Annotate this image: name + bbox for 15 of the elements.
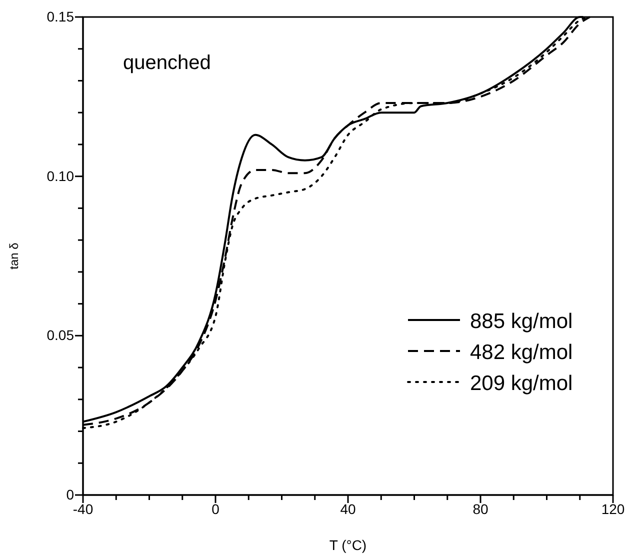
- legend-label: 482 kg/mol: [470, 341, 573, 364]
- x-tick-label: 0: [212, 500, 220, 517]
- y-tick-label: 0: [66, 486, 74, 502]
- x-axis-title: T (°C): [329, 537, 367, 553]
- legend-label: 885 kg/mol: [470, 310, 573, 333]
- y-axis-title: tan δ: [7, 242, 21, 270]
- legend-label: 209 kg/mol: [470, 372, 573, 395]
- y-tick-label: 0.10: [46, 168, 74, 184]
- x-tick-label: 120: [601, 500, 625, 517]
- annotation: quenched: [123, 52, 211, 74]
- x-tick-label: -40: [72, 500, 94, 517]
- x-tick-label: 40: [340, 500, 356, 517]
- x-tick-label: 80: [472, 500, 488, 517]
- y-tick-label: 0.05: [46, 327, 74, 344]
- y-tick-label: 0.15: [46, 8, 74, 24]
